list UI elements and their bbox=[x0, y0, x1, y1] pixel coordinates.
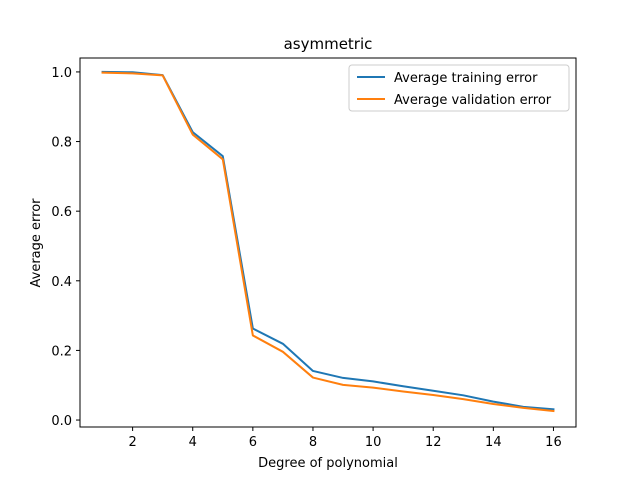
x-tick-label: 8 bbox=[309, 435, 317, 450]
y-tick-label: 0.6 bbox=[51, 205, 72, 220]
axis-ticks: 2 4 6 8 10 12 14 16 0.0 0.2 0.4 0.6 0.8 1.0 bbox=[51, 66, 561, 450]
y-tick-label: 0.8 bbox=[51, 136, 72, 151]
y-axis-label: Average error bbox=[29, 198, 44, 288]
series-lines bbox=[101, 70, 555, 413]
legend-label-0: Average training error bbox=[394, 71, 538, 86]
axes-frame bbox=[79, 57, 577, 428]
x-tick-label: 12 bbox=[425, 435, 442, 450]
y-tick-label: 0.2 bbox=[51, 344, 72, 359]
x-tick-label: 4 bbox=[189, 435, 197, 450]
x-tick-label: 2 bbox=[128, 435, 136, 450]
y-tick-label: 0.4 bbox=[51, 275, 72, 290]
y-tick-label: 0.0 bbox=[51, 414, 72, 429]
x-tick-label: 14 bbox=[485, 435, 502, 450]
legend-box bbox=[348, 64, 570, 112]
x-tick-label: 10 bbox=[365, 435, 382, 450]
legend: Average training error Average validation… bbox=[348, 64, 570, 112]
x-tick-label: 16 bbox=[545, 435, 562, 450]
legend-label-1: Average validation error bbox=[394, 93, 552, 108]
axes-frame-rect bbox=[79, 57, 577, 428]
series-line-1 bbox=[101, 71, 555, 413]
x-axis-label: Degree of polynomial bbox=[258, 456, 398, 471]
chart-title: asymmetric bbox=[284, 35, 373, 53]
x-tick-label: 6 bbox=[249, 435, 257, 450]
y-tick-label: 1.0 bbox=[51, 66, 72, 81]
